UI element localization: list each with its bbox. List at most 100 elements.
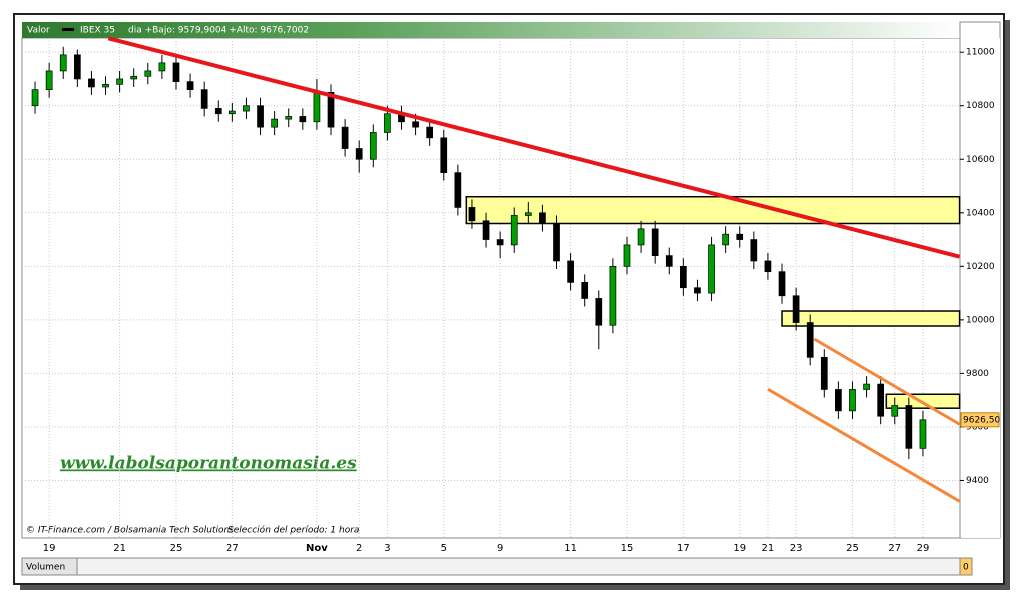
trend-line: [107, 36, 961, 259]
candle-body: [454, 172, 462, 208]
candle-body: [863, 383, 870, 390]
candle-body: [919, 419, 927, 449]
header-range: dia +Bajo: 9579,9004 +Alto: 9676,7002: [128, 26, 309, 36]
candle-body: [806, 322, 814, 358]
candle-body: [553, 223, 560, 262]
candle-body: [820, 356, 828, 390]
x-tick-label: 25: [170, 543, 183, 554]
candle-body: [665, 255, 673, 267]
candle-body: [144, 70, 152, 77]
y-tick-label: 9400: [966, 476, 989, 486]
candle-body: [764, 260, 772, 273]
x-tick-label: 2: [356, 543, 362, 554]
candle-body: [59, 54, 67, 72]
candle-body: [651, 228, 659, 256]
x-tick-label: 15: [621, 543, 634, 554]
candle-body: [130, 75, 138, 80]
trend-line: [767, 387, 961, 503]
axis-mask: [961, 38, 1000, 538]
candle-body: [158, 62, 166, 72]
trend-line: [813, 337, 961, 426]
x-tick-label: 3: [384, 543, 390, 554]
x-tick-label: 27: [226, 543, 239, 554]
candle-body: [722, 233, 729, 246]
candle-body: [200, 89, 208, 109]
candle-body: [581, 282, 589, 299]
candle-body: [524, 212, 532, 216]
candle-body: [369, 132, 377, 160]
candle-body: [567, 260, 574, 283]
candle-body: [102, 83, 109, 88]
last-price-label: 9626,50: [963, 415, 1000, 425]
candle-body: [88, 78, 95, 88]
candle-body: [468, 207, 476, 222]
candle-body: [623, 244, 631, 267]
x-tick-label: 11: [564, 543, 577, 554]
candle-body: [412, 121, 419, 128]
candle-body: [496, 239, 504, 246]
candle-body: [708, 244, 715, 294]
footer-source: © IT-Finance.com / Bolsamania Tech Solut…: [26, 526, 234, 536]
y-tick-label: 10000: [966, 315, 995, 325]
last-price-box: [960, 412, 1000, 428]
candle-body: [257, 105, 264, 128]
x-tick-label: Nov: [306, 543, 328, 554]
candle-body: [341, 126, 349, 149]
y-tick-label: 10600: [966, 155, 995, 165]
candle-body: [214, 108, 222, 115]
volume-value-box: [959, 557, 973, 576]
candle-body: [45, 70, 53, 91]
volume-tab: [21, 557, 78, 576]
support-zone: [465, 195, 961, 225]
y-tick-label: 9600: [966, 422, 989, 432]
support-zone: [781, 310, 961, 327]
candle-body: [172, 62, 180, 82]
x-tick-label: 29: [917, 543, 930, 554]
candle-body: [384, 113, 391, 133]
candle-body: [31, 89, 39, 107]
candle-body: [285, 116, 293, 120]
candle-body: [539, 212, 546, 224]
x-tick-label: 25: [846, 543, 859, 554]
candle-body: [327, 91, 335, 128]
candle-body: [243, 105, 250, 112]
x-tick-label: 19: [43, 543, 56, 554]
candle-body: [116, 78, 123, 85]
y-tick-label: 11000: [966, 48, 995, 58]
candle-body: [778, 271, 786, 297]
x-tick-label: 17: [677, 543, 690, 554]
candle-body: [694, 287, 701, 294]
x-tick-label: 21: [113, 543, 126, 554]
candle-body: [229, 110, 236, 115]
footer-period: Selección del período: 1 hora: [228, 525, 359, 536]
y-tick-label: 10400: [966, 208, 995, 218]
y-tick-label: 9800: [966, 369, 989, 379]
watermark: www.labolsaporantonomasia.es: [60, 454, 357, 474]
x-tick-label: 19: [733, 543, 746, 554]
candle-body: [637, 228, 645, 246]
candle-body: [73, 54, 81, 80]
candle-body: [609, 265, 617, 326]
header-label: Valor: [27, 26, 50, 36]
header-symbol: IBEX 35: [80, 26, 115, 36]
candle-body: [440, 137, 448, 173]
x-tick-label: 27: [888, 543, 901, 554]
candle-body: [482, 220, 490, 240]
candle-body: [877, 383, 885, 417]
candle-body: [905, 405, 913, 449]
x-tick-label: 23: [790, 543, 803, 554]
candle-body: [736, 233, 744, 240]
candle-body: [891, 405, 899, 417]
header-bar: [22, 22, 960, 38]
candle-body: [750, 239, 758, 262]
candle-body: [299, 116, 307, 123]
candle-body: [426, 126, 434, 139]
x-tick-label: 21: [762, 543, 775, 554]
symbol-icon: [62, 28, 74, 31]
candle-body: [849, 389, 856, 412]
candle-body: [680, 265, 687, 289]
candle-body: [595, 298, 603, 326]
x-tick-label: 5: [441, 543, 447, 554]
